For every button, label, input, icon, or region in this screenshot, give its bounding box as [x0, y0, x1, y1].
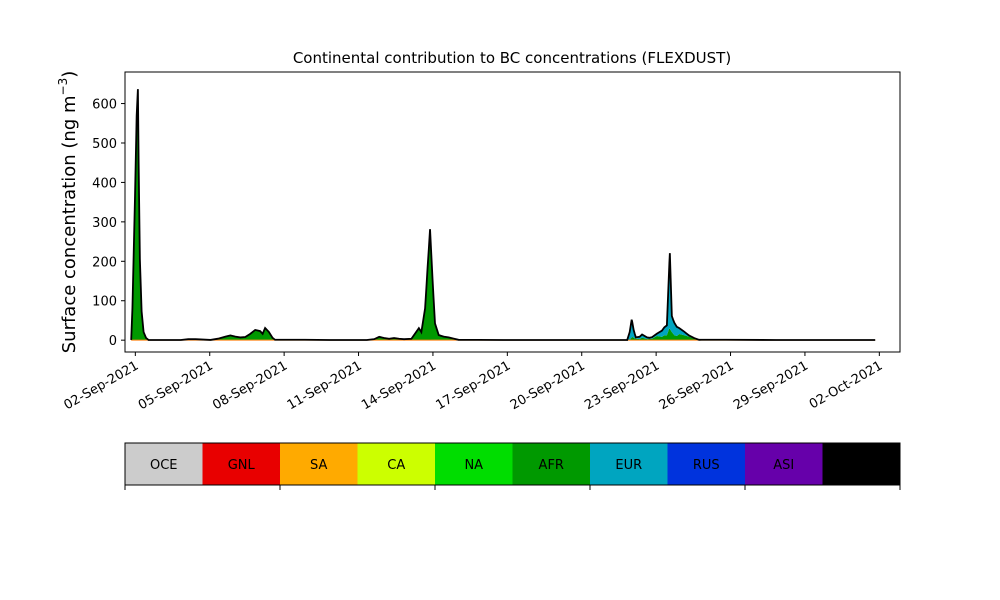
legend-label-asi: ASI — [773, 458, 794, 473]
legend-label-rus: RUS — [693, 458, 720, 473]
series-area-eur — [131, 92, 876, 340]
x-tick-label: 20-Sep-2021 — [508, 358, 588, 413]
chart-title: Continental contribution to BC concentra… — [293, 49, 731, 67]
y-tick-label: 0 — [109, 334, 117, 349]
series-area-afr — [131, 95, 876, 340]
legend-swatch-asi — [745, 443, 823, 485]
x-tick-label: 02-Sep-2021 — [62, 358, 142, 413]
y-tick-label: 100 — [92, 295, 117, 310]
total-line — [130, 89, 876, 341]
legend-swatch-afr — [512, 443, 590, 485]
legend-label-oce: OCE — [150, 458, 178, 473]
legend-label-eur: EUR — [615, 458, 642, 473]
legend-swatch-ca — [357, 443, 435, 485]
legend-frame — [124, 442, 901, 486]
legend-swatch-sa — [280, 443, 358, 485]
y-tick-label: 200 — [92, 255, 117, 270]
x-tick-label: 29-Sep-2021 — [731, 358, 811, 413]
legend-swatch-gnl — [202, 443, 280, 485]
x-axis: 02-Sep-202105-Sep-202108-Sep-202111-Sep-… — [62, 352, 885, 413]
x-tick-label: 17-Sep-2021 — [434, 358, 514, 413]
x-tick-label: 11-Sep-2021 — [285, 358, 365, 413]
y-axis: 0 100 200 300 400 500 600 — [92, 98, 125, 349]
y-tick-label: 400 — [92, 176, 117, 191]
series-area-rus — [131, 89, 876, 340]
legend-swatch-oce — [125, 443, 203, 485]
y-axis-label-sup: −3 — [56, 78, 70, 96]
plot-series — [130, 89, 876, 341]
x-tick-label: 02-Oct-2021 — [807, 358, 885, 412]
legend: OCE GNL SA CA NA AFR EUR RUS ASI AUS — [124, 442, 901, 490]
legend-label-afr: AFR — [539, 458, 564, 473]
y-tick-label: 600 — [92, 98, 117, 113]
y-axis-label-main: Surface concentration (ng m — [59, 95, 80, 353]
x-tick-label: 05-Sep-2021 — [136, 358, 216, 413]
legend-label-gnl: GNL — [228, 458, 256, 473]
legend-label-sa: SA — [310, 458, 327, 473]
legend-swatch-rus — [667, 443, 745, 485]
y-tick-label: 500 — [92, 137, 117, 152]
y-axis-label: Surface concentration (ng m−3) — [56, 71, 80, 354]
legend-label-ca: CA — [387, 458, 405, 473]
legend-swatch-na — [435, 443, 513, 485]
y-axis-label-close: ) — [59, 71, 80, 78]
plot-frame — [124, 71, 901, 353]
x-tick-label: 14-Sep-2021 — [359, 358, 439, 413]
legend-swatch-aus — [822, 443, 900, 485]
legend-label-aus: AUS — [848, 458, 875, 473]
y-tick-label: 300 — [92, 216, 117, 231]
x-tick-label: 08-Sep-2021 — [210, 358, 290, 413]
legend-swatch-eur — [590, 443, 668, 485]
legend-label-na: NA — [464, 458, 483, 473]
x-tick-label: 26-Sep-2021 — [657, 358, 737, 413]
x-tick-label: 23-Sep-2021 — [582, 358, 662, 413]
